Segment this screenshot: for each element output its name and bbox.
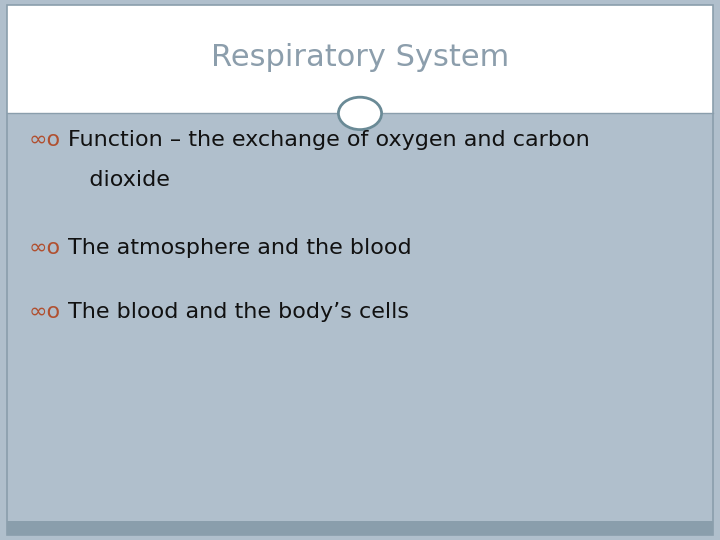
FancyBboxPatch shape [7, 521, 713, 535]
Text: ∞o: ∞o [29, 238, 61, 258]
Text: Respiratory System: Respiratory System [211, 43, 509, 72]
Text: dioxide: dioxide [68, 170, 170, 190]
Circle shape [337, 96, 383, 130]
Circle shape [347, 104, 373, 123]
Text: The atmosphere and the blood: The atmosphere and the blood [68, 238, 412, 258]
Text: Function – the exchange of oxygen and carbon: Function – the exchange of oxygen and ca… [68, 130, 590, 150]
FancyBboxPatch shape [7, 5, 713, 113]
Text: The blood and the body’s cells: The blood and the body’s cells [68, 302, 410, 322]
Text: ∞o: ∞o [29, 302, 61, 322]
Text: ∞o: ∞o [29, 130, 61, 150]
